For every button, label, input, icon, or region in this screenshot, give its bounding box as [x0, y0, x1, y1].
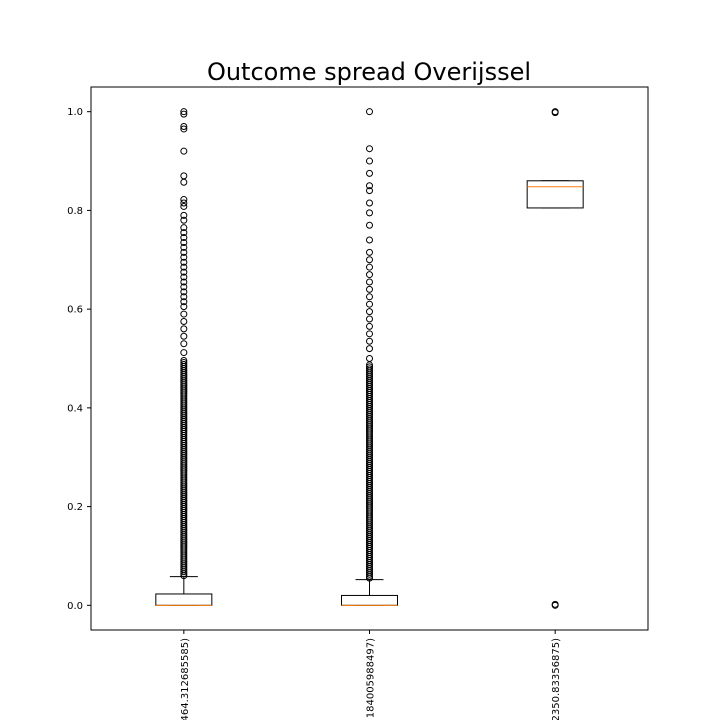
flier-point	[366, 169, 373, 177]
flier-point	[180, 298, 188, 306]
flier-point	[180, 229, 188, 237]
flier-point	[180, 340, 188, 348]
flier-point	[180, 283, 188, 291]
flier-point	[180, 234, 188, 242]
flier-point	[366, 263, 373, 271]
flier-point	[180, 216, 188, 224]
flier-point	[366, 187, 373, 195]
flier-point	[180, 196, 188, 204]
flier-point	[180, 108, 188, 116]
box-group	[155, 108, 213, 606]
x-tick-label: 184005988497)	[366, 638, 377, 718]
y-tick-label: 1.0	[67, 107, 83, 118]
flier-point	[366, 322, 373, 330]
chart-title: Outcome spread Overijssel	[207, 58, 531, 86]
flier-point	[180, 325, 188, 333]
plot-area	[90, 86, 649, 631]
x-tick-label: 464.312685585)	[180, 638, 191, 720]
flier-point	[366, 221, 373, 229]
flier-point	[551, 109, 559, 117]
flier-point	[366, 300, 373, 308]
flier-point	[366, 308, 373, 316]
flier-point	[366, 256, 373, 264]
flier-point	[180, 332, 188, 340]
flier-point	[366, 108, 373, 116]
flier-point	[180, 172, 188, 180]
flier-point	[180, 278, 188, 286]
y-tick-label: 0.4	[67, 403, 83, 414]
y-tick-label: 0.8	[67, 206, 83, 217]
flier-point	[366, 271, 373, 279]
flier-point	[180, 303, 188, 311]
flier-point	[180, 202, 188, 210]
flier-point	[366, 199, 373, 207]
flier-point	[180, 356, 188, 364]
flier-point	[366, 145, 373, 153]
flier-point	[366, 182, 373, 190]
flier-point	[180, 349, 188, 357]
flier-point	[180, 248, 188, 256]
flier-point	[366, 365, 373, 373]
flier-point	[180, 238, 188, 246]
flier-point	[180, 125, 188, 133]
flier-point	[551, 600, 559, 608]
flier-point	[180, 122, 188, 130]
flier-point	[366, 330, 373, 338]
flier-point	[180, 258, 188, 266]
flier-point	[180, 224, 188, 232]
flier-point	[180, 273, 188, 281]
flier-point	[366, 345, 373, 353]
flier-point	[180, 358, 188, 366]
flier-point	[180, 288, 188, 296]
box-group	[526, 108, 584, 609]
box-group	[341, 108, 398, 606]
flier-point	[180, 253, 188, 261]
flier-point	[366, 248, 373, 256]
flier-point	[180, 110, 188, 118]
flier-point	[366, 337, 373, 345]
flier-point	[180, 243, 188, 251]
x-axis: 464.312685585) 184005988497) 2350.83356875…	[180, 630, 562, 720]
flier-point	[366, 209, 373, 217]
flier-point	[366, 236, 373, 244]
box-iqr	[526, 180, 584, 209]
flier-point	[180, 211, 188, 219]
box-iqr	[341, 594, 398, 606]
y-tick-label: 0.6	[67, 305, 83, 316]
y-tick-label: 0.0	[67, 601, 83, 612]
flier-point	[180, 178, 188, 186]
y-axis: 0.0 0.2 0.4 0.6 0.8 1.0	[67, 107, 91, 612]
flier-point	[180, 199, 188, 207]
flier-point	[366, 278, 373, 286]
flier-point	[366, 293, 373, 301]
flier-point	[180, 268, 188, 276]
flier-point	[366, 315, 373, 323]
flier-point	[180, 310, 188, 318]
boxes	[155, 108, 584, 609]
flier-point	[366, 157, 373, 165]
flier-point	[180, 293, 188, 301]
flier-point	[180, 317, 188, 325]
flier-point	[366, 285, 373, 293]
flier-point	[180, 147, 188, 155]
flier-point	[366, 355, 373, 362]
flier-point	[180, 360, 188, 368]
y-tick-label: 0.2	[67, 502, 83, 513]
flier-point	[180, 263, 188, 271]
x-tick-label: 2350.83356875)	[551, 638, 562, 720]
flier-point	[366, 363, 373, 371]
box-iqr	[155, 593, 213, 606]
